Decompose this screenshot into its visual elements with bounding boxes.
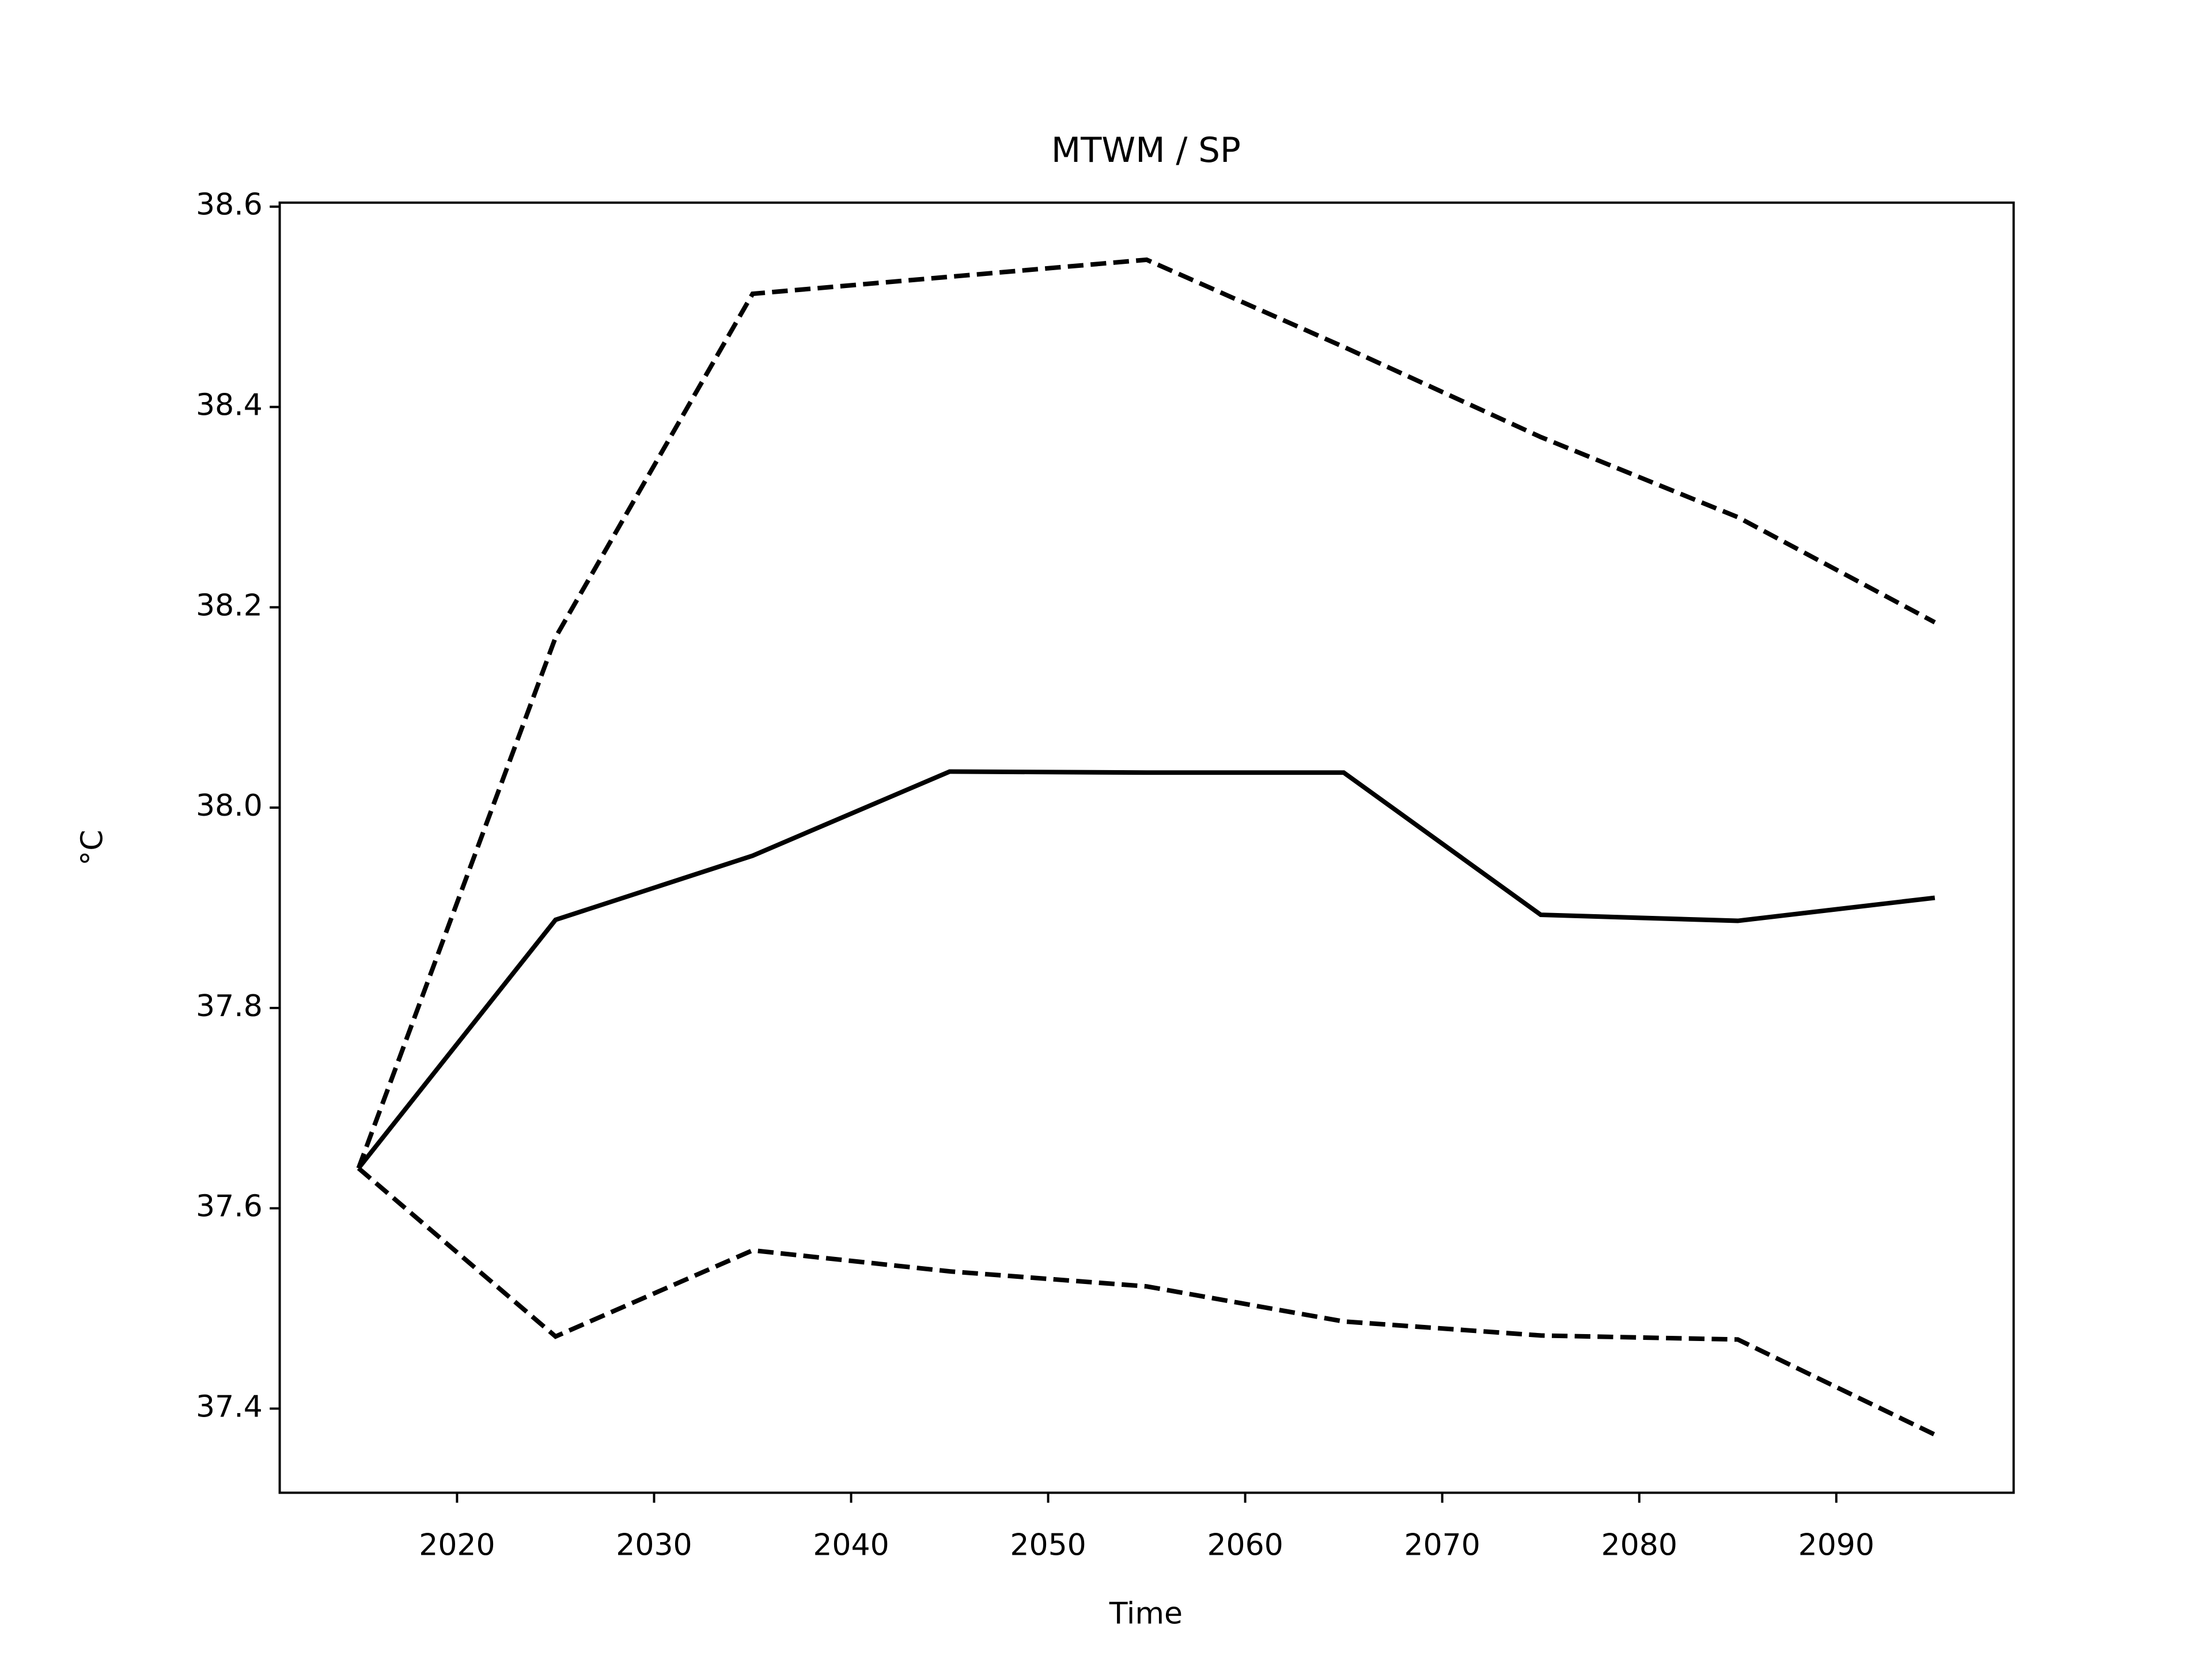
y-tick-label: 38.6 <box>196 188 263 222</box>
data-line <box>356 257 1936 1169</box>
y-axis-label: °C <box>75 830 110 865</box>
x-tick-label: 2020 <box>419 1528 495 1563</box>
y-tick-label: 38.2 <box>196 588 263 623</box>
x-tick-label: 2080 <box>1601 1528 1677 1563</box>
x-tick-label: 2040 <box>813 1528 889 1563</box>
plot-frame <box>278 201 2015 1494</box>
y-tick-label: 37.8 <box>196 989 263 1024</box>
y-tick-label: 38.4 <box>196 388 263 423</box>
x-tick-label: 2060 <box>1207 1528 1283 1563</box>
y-tick-label: 38.0 <box>196 789 263 823</box>
x-tick-label: 2030 <box>616 1528 692 1563</box>
y-tick-label: 37.4 <box>196 1389 263 1424</box>
x-tick-label: 2050 <box>1010 1528 1086 1563</box>
data-line <box>357 769 1936 1170</box>
chart-title: MTWM / SP <box>1051 131 1241 171</box>
data-line <box>357 1166 1936 1437</box>
x-tick-label: 2090 <box>1798 1528 1874 1563</box>
x-tick-label: 2070 <box>1404 1528 1480 1563</box>
y-tick-label: 37.6 <box>196 1190 263 1224</box>
x-axis-label: Time <box>1109 1596 1183 1631</box>
